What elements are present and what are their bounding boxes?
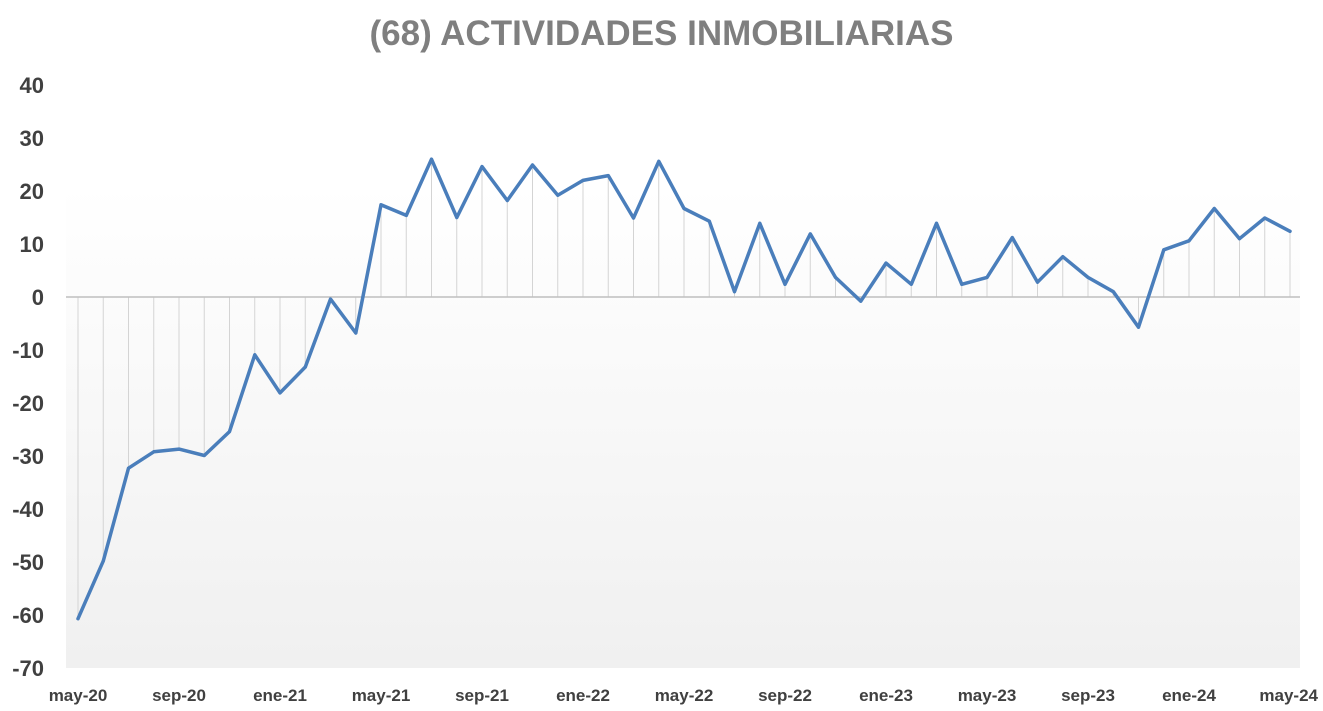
data-point bbox=[354, 331, 358, 335]
y-tick-label: 10 bbox=[20, 232, 44, 257]
data-point bbox=[884, 261, 888, 265]
data-point bbox=[101, 559, 105, 563]
data-point bbox=[1010, 236, 1014, 240]
x-tick-label: may-22 bbox=[655, 686, 714, 705]
data-point bbox=[733, 290, 736, 294]
y-tick-label: 0 bbox=[32, 285, 44, 310]
x-tick-label: may-20 bbox=[49, 686, 108, 705]
y-tick-label: 40 bbox=[20, 73, 44, 98]
data-point bbox=[909, 282, 913, 286]
data-point bbox=[505, 199, 509, 203]
data-point bbox=[430, 157, 433, 161]
data-point bbox=[1086, 275, 1090, 279]
data-point bbox=[657, 159, 661, 163]
data-point bbox=[808, 232, 812, 236]
y-tick-label: 30 bbox=[20, 126, 44, 151]
x-tick-label: may-24 bbox=[1259, 686, 1318, 705]
data-point bbox=[278, 391, 282, 395]
data-point bbox=[682, 206, 686, 210]
y-tick-label: -10 bbox=[12, 338, 44, 363]
y-tick-label: 20 bbox=[20, 179, 44, 204]
drop-lines bbox=[77, 159, 1291, 619]
x-tick-label: ene-22 bbox=[556, 686, 610, 705]
data-point bbox=[1212, 206, 1216, 210]
y-axis-ticks: 40 30 20 10 0 -10 -20 -30 -40 -50 -60 -70 bbox=[12, 73, 44, 681]
data-point bbox=[303, 365, 307, 369]
data-point bbox=[1187, 239, 1191, 243]
data-point bbox=[152, 450, 156, 454]
data-point bbox=[404, 213, 408, 217]
data-point bbox=[960, 282, 964, 286]
data-point bbox=[556, 193, 560, 197]
data-point bbox=[127, 466, 130, 470]
data-point bbox=[253, 353, 257, 357]
data-point bbox=[531, 163, 534, 167]
x-tick-label: sep-21 bbox=[455, 686, 509, 705]
data-point bbox=[455, 216, 459, 219]
data-point bbox=[1238, 237, 1241, 241]
data-point bbox=[1036, 280, 1039, 284]
data-points bbox=[76, 157, 1292, 621]
y-tick-label: -60 bbox=[12, 603, 44, 628]
data-point bbox=[1111, 290, 1115, 294]
chart-title: (68) ACTIVIDADES INMOBILIARIAS bbox=[369, 14, 954, 53]
data-point bbox=[935, 221, 938, 225]
data-point bbox=[177, 447, 181, 451]
plot-area bbox=[66, 186, 1300, 668]
data-point bbox=[329, 297, 332, 301]
data-point bbox=[632, 216, 635, 220]
data-point bbox=[606, 174, 610, 178]
data-point bbox=[1288, 229, 1292, 233]
x-tick-label: ene-24 bbox=[1162, 686, 1216, 705]
x-tick-label: sep-20 bbox=[152, 686, 206, 705]
x-tick-label: sep-22 bbox=[758, 686, 812, 705]
x-tick-label: may-21 bbox=[352, 686, 411, 705]
data-point bbox=[707, 219, 711, 223]
data-point bbox=[834, 275, 837, 279]
x-tick-label: may-23 bbox=[958, 686, 1017, 705]
data-point bbox=[202, 453, 206, 457]
data-point bbox=[985, 275, 989, 279]
data-point bbox=[1162, 248, 1166, 252]
x-axis-ticks: may-20 sep-20 ene-21 may-21 sep-21 ene-22 may-… bbox=[49, 686, 1319, 705]
data-point bbox=[783, 282, 787, 286]
data-point bbox=[1061, 255, 1065, 259]
data-point bbox=[859, 299, 863, 303]
data-point bbox=[480, 165, 484, 169]
x-tick-label: ene-23 bbox=[859, 686, 913, 705]
y-tick-label: -30 bbox=[12, 444, 44, 469]
data-point bbox=[581, 178, 585, 182]
y-tick-label: -70 bbox=[12, 656, 44, 681]
y-tick-label: -50 bbox=[12, 550, 44, 575]
data-point bbox=[76, 617, 80, 621]
data-point bbox=[228, 430, 231, 434]
x-tick-label: ene-21 bbox=[253, 686, 307, 705]
data-point bbox=[1137, 325, 1140, 329]
data-point bbox=[1263, 216, 1267, 220]
y-tick-label: -20 bbox=[12, 391, 44, 416]
x-tick-label: sep-23 bbox=[1061, 686, 1115, 705]
y-tick-label: -40 bbox=[12, 497, 44, 522]
data-point bbox=[758, 221, 762, 225]
data-point bbox=[379, 203, 383, 207]
